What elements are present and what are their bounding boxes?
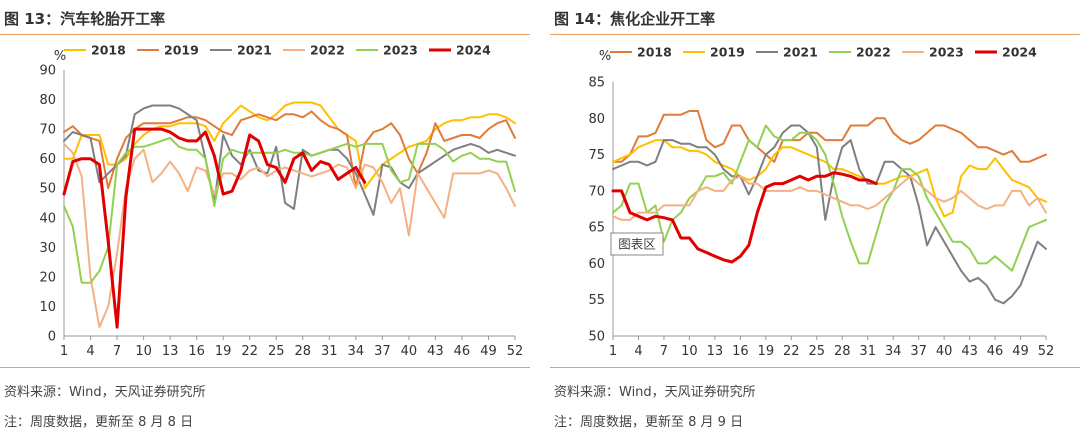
series-line-2023 [612, 175, 1047, 221]
series-line-2024 [611, 171, 878, 264]
x-tick-label: 4 [634, 344, 642, 359]
x-tick-label: 10 [681, 344, 698, 359]
series-line-2024 [62, 127, 367, 329]
y-tick-label: 50 [39, 182, 56, 197]
series-line-2019 [612, 139, 1047, 218]
x-tick-label: 31 [859, 344, 876, 359]
series-line-2021 [63, 104, 516, 216]
x-tick-label: 19 [758, 344, 775, 359]
y-unit-label: % [599, 49, 611, 64]
y-tick-label: 75 [588, 148, 605, 163]
legend-label-2024: 2024 [456, 43, 491, 58]
x-tick-label: 37 [374, 344, 391, 359]
update-note: 注：周度数据，更新至 8 月 8 日 [4, 415, 194, 430]
y-tick-label: 60 [39, 152, 56, 167]
legend-label-2024: 2024 [1002, 45, 1037, 60]
y-tick-label: 60 [588, 257, 605, 272]
x-tick-label: 16 [732, 344, 749, 359]
x-tick-label: 25 [268, 344, 285, 359]
x-tick-label: 22 [241, 344, 258, 359]
y-tick-label: 65 [588, 221, 605, 236]
title-rule [0, 34, 530, 35]
source-note: 资料来源：Wind，天风证券研究所 [554, 385, 756, 400]
source-rule [550, 367, 1080, 368]
x-tick-label: 13 [707, 344, 724, 359]
annotation-label: 图表区 [618, 237, 656, 252]
chart-area-annotation: 图表区 [610, 232, 664, 256]
series-line-2018 [612, 110, 1047, 163]
y-tick-label: 70 [39, 123, 56, 138]
legend-label-2023: 2023 [929, 45, 964, 60]
y-tick-label: 20 [39, 270, 56, 285]
legend-label-2018: 2018 [91, 43, 126, 58]
x-tick-label: 46 [454, 344, 471, 359]
x-tick-label: 28 [834, 344, 851, 359]
legend-label-2019: 2019 [164, 43, 199, 58]
x-tick-label: 43 [427, 344, 444, 359]
x-tick-label: 28 [294, 344, 311, 359]
x-tick-label: 49 [1012, 344, 1029, 359]
legend-label-2021: 2021 [237, 43, 272, 58]
x-tick-label: 13 [162, 344, 179, 359]
source-rule [0, 367, 530, 368]
y-tick-label: 85 [588, 76, 605, 91]
x-tick-label: 4 [86, 344, 94, 359]
figure-title: 图 13：汽车轮胎开工率 [4, 10, 166, 28]
x-tick-label: 40 [401, 344, 418, 359]
y-tick-label: 30 [39, 241, 56, 256]
x-tick-label: 46 [987, 344, 1004, 359]
chart-panel-tire: 图 13：汽车轮胎开工率 % 0 10 20 30 40 50 60 70 80 90 1 4 7 10 13… [0, 0, 530, 433]
x-tick-label: 52 [1038, 344, 1055, 359]
legend-label-2023: 2023 [383, 43, 418, 58]
y-tick-label: 90 [39, 64, 56, 79]
x-tick-label: 34 [348, 344, 365, 359]
line-chart-coking-operating-rate: % 50 55 60 65 70 75 80 85 1 4 7 10 13 16 19 22 25 28 31 34 37… [588, 45, 1055, 360]
series-line-2021 [612, 124, 1047, 305]
legend-label-2019: 2019 [710, 45, 745, 60]
y-tick-label: 55 [588, 293, 605, 308]
x-tick-label: 1 [60, 344, 68, 359]
series-line-2023 [63, 137, 516, 284]
x-tick-label: 19 [215, 344, 232, 359]
y-tick-label: 70 [588, 184, 605, 199]
y-tick-label: 0 [48, 330, 56, 345]
x-tick-label: 52 [507, 344, 524, 359]
x-tick-label: 31 [321, 344, 338, 359]
series-line-2018 [63, 101, 516, 190]
y-tick-label: 10 [39, 300, 56, 315]
x-tick-label: 49 [480, 344, 497, 359]
x-tick-label: 7 [113, 344, 121, 359]
x-tick-label: 7 [660, 344, 668, 359]
x-tick-label: 16 [188, 344, 205, 359]
x-tick-label: 25 [808, 344, 825, 359]
y-unit-label: % [54, 49, 66, 64]
source-note: 资料来源：Wind，天风证券研究所 [4, 385, 206, 400]
legend-label-2022: 2022 [310, 43, 345, 58]
title-rule [550, 34, 1080, 35]
y-tick-label: 40 [39, 211, 56, 226]
x-tick-label: 40 [936, 344, 953, 359]
y-tick-label: 80 [39, 93, 56, 108]
y-tick-label: 80 [588, 112, 605, 127]
legend-label-2022: 2022 [856, 45, 891, 60]
x-tick-label: 22 [783, 344, 800, 359]
legend-label-2018: 2018 [637, 45, 672, 60]
figure-title: 图 14：焦化企业开工率 [554, 10, 716, 28]
y-tick-label: 50 [588, 330, 605, 345]
line-chart-tire-operating-rate: % 0 10 20 30 40 50 60 70 80 90 1 4 7 10 13 16 19 22 25 28 31 3… [39, 43, 524, 360]
series-line-2019 [63, 110, 516, 190]
update-note: 注：周度数据，更新至 8 月 9 日 [554, 415, 744, 430]
x-tick-label: 43 [961, 344, 978, 359]
x-tick-label: 10 [135, 344, 152, 359]
x-tick-label: 1 [609, 344, 617, 359]
x-tick-label: 34 [885, 344, 902, 359]
legend-label-2021: 2021 [783, 45, 818, 60]
x-tick-label: 37 [910, 344, 927, 359]
chart-panel-coking: 图 14：焦化企业开工率 % 50 55 60 65 70 75 80 85 1 4 7 10 13 16 1… [550, 0, 1080, 433]
